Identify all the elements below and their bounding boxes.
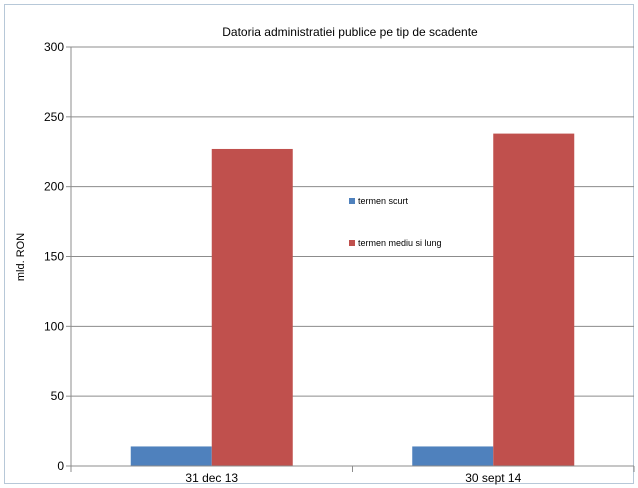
y-axis-label: mld. RON — [15, 233, 27, 281]
x-tick-label: 30 sept 14 — [465, 471, 521, 485]
bar-termen-scurt-2 — [412, 446, 494, 466]
legend-swatch — [349, 198, 355, 204]
bar-termen-mediu-si-lung-1 — [211, 148, 293, 466]
y-tick-label: 0 — [57, 459, 64, 473]
legend: termen scurt termen mediu si lung — [349, 196, 442, 248]
bar-termen-mediu-si-lung-2 — [493, 133, 575, 467]
y-axis: 0 50 100 150 200 250 300 — [44, 40, 72, 473]
y-tick-label: 250 — [44, 110, 64, 124]
chart-title: Datoria administratiei publice pe tip de… — [222, 25, 478, 39]
x-axis: 31 dec 13 30 sept 14 — [70, 465, 635, 485]
y-tick-label: 200 — [44, 180, 64, 194]
y-tick-label: 150 — [44, 250, 64, 264]
y-tick-label: 300 — [44, 40, 64, 54]
x-tick-label: 31 dec 13 — [185, 471, 238, 485]
y-tick-label: 50 — [51, 389, 65, 403]
bars — [130, 133, 575, 467]
legend-label: termen scurt — [358, 196, 409, 206]
legend-label: termen mediu si lung — [358, 238, 442, 248]
y-tick-label: 100 — [44, 319, 64, 333]
legend-swatch — [349, 240, 355, 246]
chart-frame — [4, 4, 634, 484]
bar-termen-scurt-1 — [130, 446, 212, 466]
